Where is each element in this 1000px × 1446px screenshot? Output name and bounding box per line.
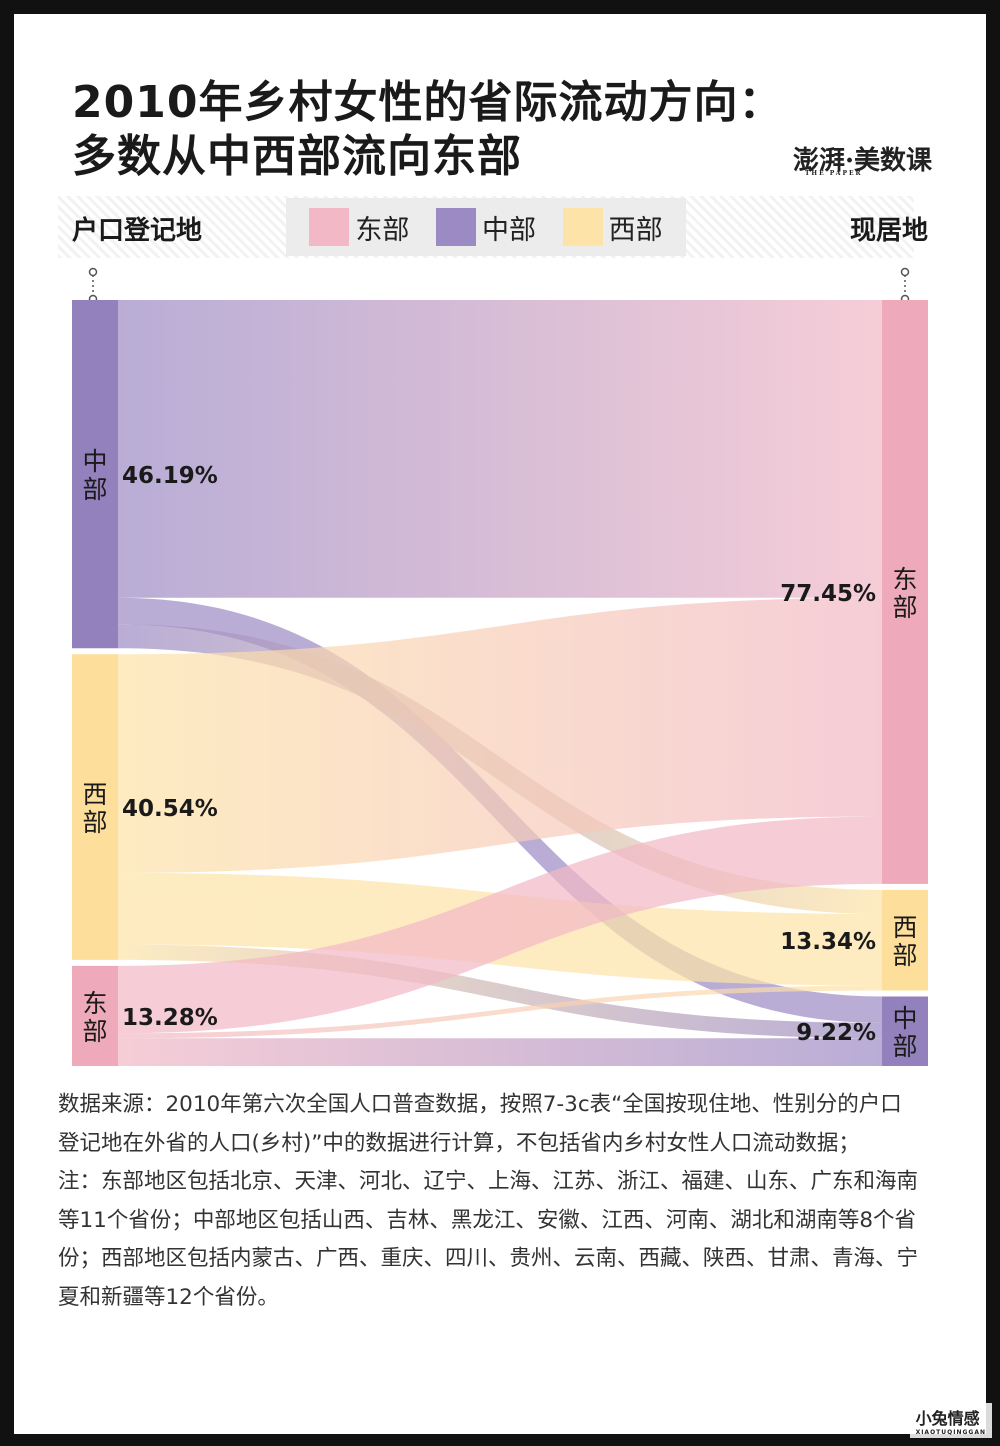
- left-node-central-name-char-1: 部: [82, 475, 107, 504]
- page-title: 2010年乡村女性的省际流动方向： 多数从中西部流向东部: [72, 76, 832, 184]
- left-value-east: 13.28%: [122, 1005, 218, 1031]
- left-node-east-name-char-0: 东: [82, 989, 107, 1018]
- logo-text: 澎湃·美数课: [792, 146, 932, 176]
- left-node-west-name-char-1: 部: [82, 808, 107, 837]
- right-value-central: 9.22%: [796, 1020, 876, 1046]
- left-node-central-name-char-0: 中: [82, 447, 107, 476]
- sankey-chart: 中部西部东部东部西部中部46.19%40.54%13.28%77.45%13.3…: [72, 267, 928, 1066]
- left-axis-connector: [88, 267, 98, 304]
- title-line-1: 2010年乡村女性的省际流动方向：: [72, 77, 784, 128]
- right-value-east: 77.45%: [780, 581, 876, 607]
- legend-item-east: 东部: [309, 208, 409, 247]
- right-node-central-name-char-0: 中: [892, 1004, 917, 1033]
- right-node-east: [882, 300, 928, 884]
- legend-swatch-west: [562, 208, 603, 246]
- legend-item-west: 西部: [562, 208, 663, 247]
- left-node-east: [72, 965, 118, 1066]
- watermark-text: 小兔情感: [915, 1409, 980, 1428]
- watermark-subtext: XIAOTUQINGGAN: [915, 1429, 986, 1436]
- right-node-west-name-char-1: 部: [892, 941, 917, 970]
- source-note: 数据来源：2010年第六次全国人口普查数据，按照7-3c表“全国按现住地、性别分…: [58, 1092, 902, 1156]
- legend: 东部 中部 西部: [286, 198, 686, 256]
- right-value-west: 13.34%: [780, 929, 876, 955]
- legend-label-west: 西部: [608, 214, 663, 246]
- right-node-central-name-char-1: 部: [892, 1032, 917, 1061]
- left-node-west-name-char-0: 西: [82, 780, 107, 809]
- watermark: 小兔情感 XIAOTUQINGGAN: [909, 1403, 992, 1438]
- left-node-west: [72, 654, 118, 960]
- flow-east-to-east: [118, 816, 882, 1034]
- right-axis-heading: 现居地: [849, 216, 928, 246]
- left-value-west: 40.54%: [122, 796, 218, 822]
- legend-label-central: 中部: [481, 214, 536, 246]
- flows: [118, 300, 882, 1066]
- source-notes: 数据来源：2010年第六次全国人口普查数据，按照7-3c表“全国按现住地、性别分…: [58, 1086, 918, 1317]
- left-node-east-name-char-1: 部: [82, 1017, 107, 1046]
- right-node-west-name-char-0: 西: [892, 913, 917, 942]
- flow-east-to-west: [118, 985, 882, 1039]
- region-note: 注：东部地区包括北京、天津、河北、辽宁、上海、江苏、浙江、福建、山东、广东和海南…: [58, 1169, 919, 1310]
- flow-west-to-east: [118, 597, 882, 873]
- right-node-east-name-char-1: 部: [892, 593, 917, 622]
- legend-swatch-central: [435, 208, 476, 246]
- right-node-central: [882, 996, 928, 1066]
- left-node-central: [72, 300, 118, 649]
- right-axis-connector: [900, 267, 910, 304]
- logo-subtext: THE PAPER: [804, 170, 863, 177]
- right-node-west: [882, 889, 928, 991]
- left-value-central: 46.19%: [122, 463, 218, 489]
- legend-item-central: 中部: [435, 208, 536, 247]
- flow-east-to-central: [118, 1038, 882, 1066]
- legend-swatch-east: [309, 208, 350, 246]
- right-node-east-name-char-0: 东: [892, 565, 917, 594]
- title-line-2: 多数从中西部流向东部: [72, 131, 522, 182]
- left-axis-heading: 户口登记地: [72, 216, 203, 246]
- flow-central-to-east: [118, 300, 882, 598]
- legend-label-east: 东部: [355, 214, 410, 246]
- publisher-logo: 澎湃·美数课 THE PAPER: [793, 140, 932, 177]
